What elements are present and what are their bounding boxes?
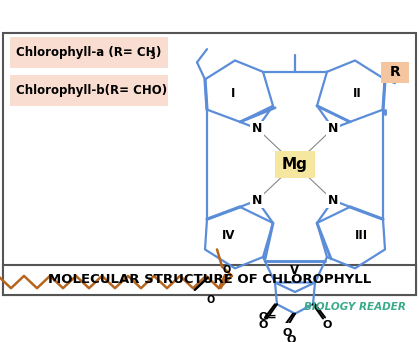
Text: O: O: [207, 294, 215, 304]
Text: N: N: [252, 122, 262, 135]
Text: O=: O=: [258, 312, 277, 321]
FancyBboxPatch shape: [10, 75, 168, 106]
Text: ): ): [155, 47, 160, 60]
Bar: [3, 33, 416, 295]
Text: IV: IV: [222, 229, 236, 242]
Text: N: N: [328, 122, 338, 135]
Text: N: N: [328, 194, 338, 207]
Text: II: II: [353, 87, 361, 100]
Text: MOLECULAR STRUCTURE OF CHLOROPHYLL: MOLECULAR STRUCTURE OF CHLOROPHYLL: [48, 273, 372, 286]
Bar: [3, 265, 416, 295]
Text: R: R: [390, 65, 400, 79]
Text: O: O: [286, 335, 296, 342]
Text: O: O: [282, 328, 291, 338]
Text: III: III: [354, 229, 368, 242]
Text: BIOLOGY READER: BIOLOGY READER: [304, 302, 406, 312]
Text: Chlorophyll-b(R= CHO): Chlorophyll-b(R= CHO): [16, 84, 167, 97]
Text: I: I: [231, 87, 235, 100]
Text: O: O: [223, 265, 231, 275]
FancyBboxPatch shape: [275, 151, 315, 177]
Text: Mg: Mg: [282, 157, 308, 172]
Text: 3: 3: [149, 52, 155, 61]
FancyBboxPatch shape: [10, 37, 168, 68]
Text: V: V: [291, 264, 299, 277]
Text: N: N: [252, 194, 262, 207]
Text: O: O: [322, 320, 332, 330]
Text: Chlorophyll-a (R= CH: Chlorophyll-a (R= CH: [16, 47, 155, 60]
FancyBboxPatch shape: [381, 62, 409, 83]
Text: O: O: [258, 320, 268, 330]
